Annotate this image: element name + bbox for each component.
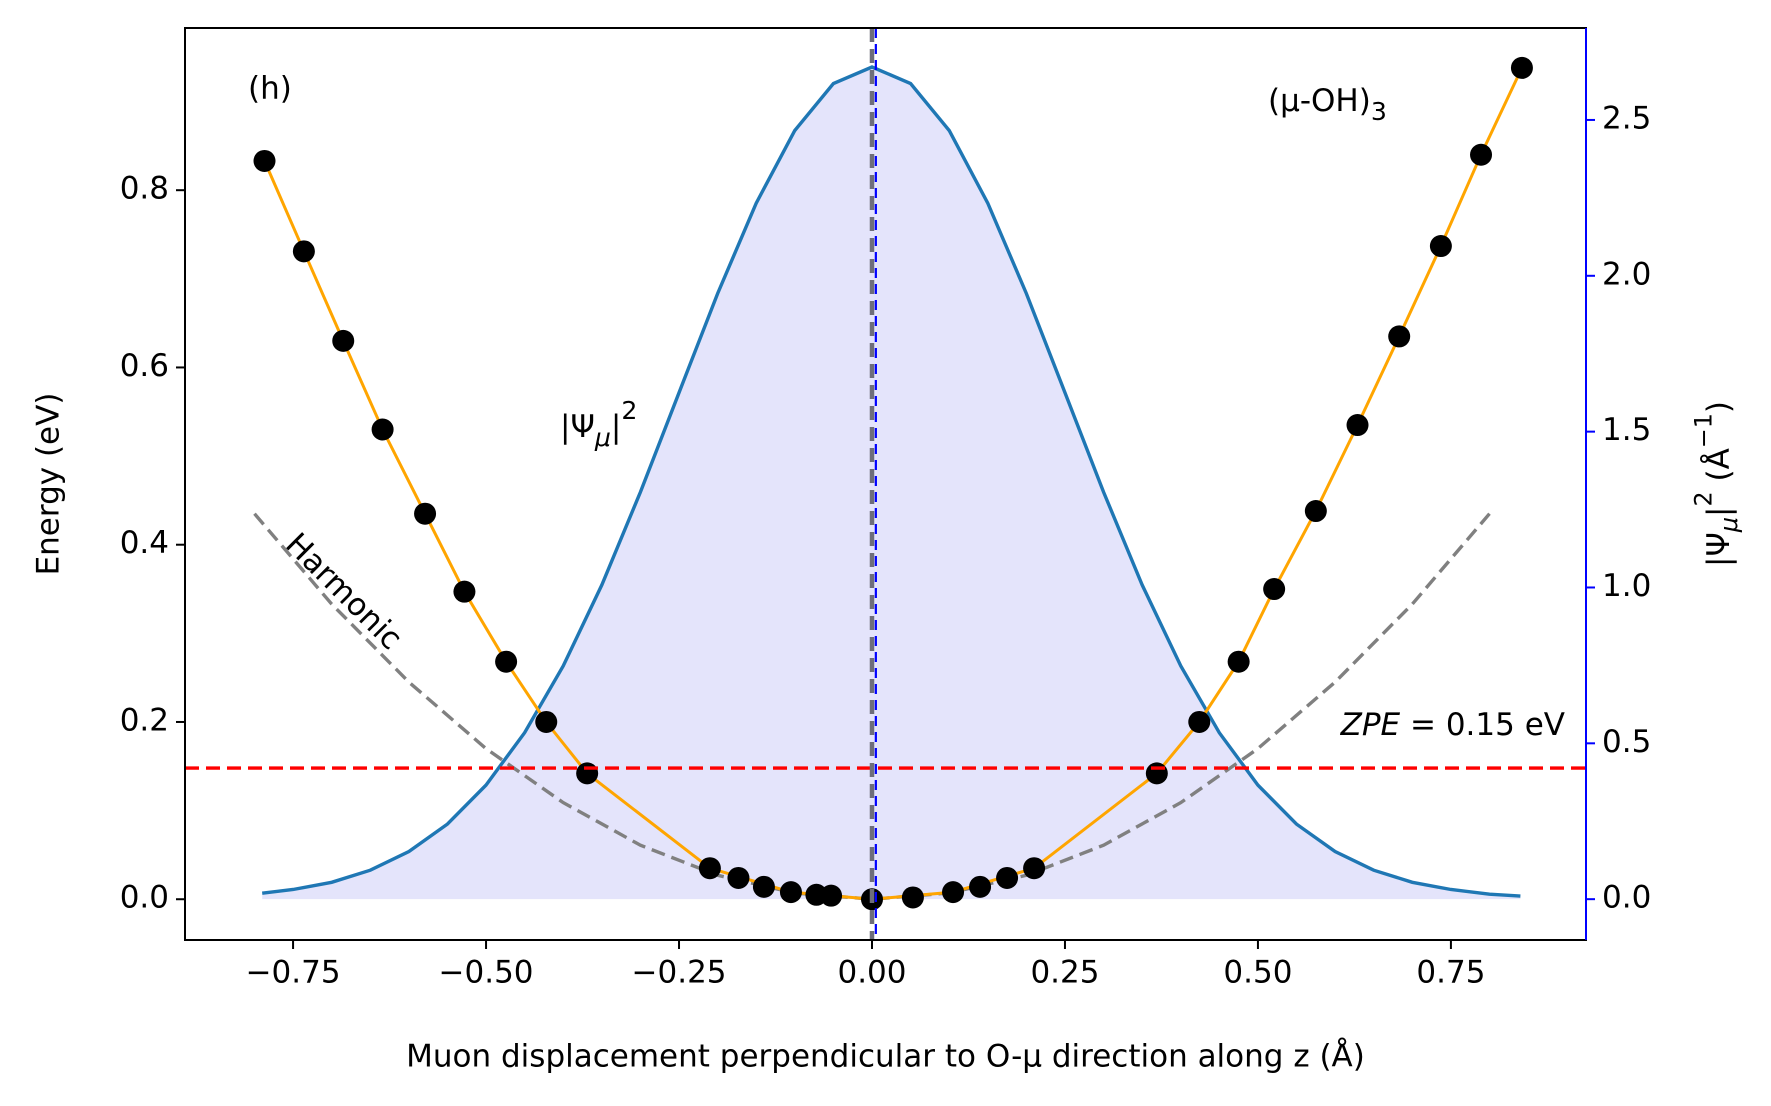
- data-point: [901, 886, 924, 909]
- data-point: [1304, 500, 1327, 523]
- data-point: [1263, 578, 1286, 601]
- x-tick-label: −0.25: [632, 955, 727, 991]
- x-tick-label: −0.50: [439, 955, 534, 991]
- y2-axis-label-part: 2: [1689, 491, 1717, 506]
- zpe-label-part: ZPE: [1340, 707, 1401, 743]
- y-tick-label: 0.4: [120, 525, 169, 561]
- data-point: [1023, 857, 1046, 880]
- x-tick-label: 0.75: [1416, 955, 1485, 991]
- data-point: [292, 240, 315, 263]
- y2-tick-label: 1.5: [1602, 412, 1651, 448]
- y-tick-label: 0.8: [120, 171, 169, 207]
- system-label-part: 3: [1371, 97, 1387, 126]
- y2-axis-label-part: |Ψ: [1701, 532, 1737, 567]
- data-point: [1470, 143, 1493, 166]
- data-point: [727, 866, 750, 889]
- data-point: [969, 875, 992, 898]
- data-point: [996, 866, 1019, 889]
- data-point: [698, 857, 721, 880]
- data-point: [1388, 325, 1411, 348]
- psi-label: |Ψμ|2: [560, 396, 637, 452]
- y-tick-label: 0.2: [120, 702, 169, 738]
- system-label: (μ-OH)3: [1268, 83, 1387, 126]
- y2-tick-label: 2.5: [1602, 100, 1651, 136]
- data-point: [453, 580, 476, 603]
- harmonic-line: [253, 512, 1491, 901]
- y2-tick-label: 2.0: [1602, 256, 1651, 292]
- y-axis-label: Energy (eV): [31, 393, 67, 576]
- data-point: [332, 329, 355, 352]
- data-point: [1510, 56, 1533, 79]
- harmonic-label: Harmonic: [278, 526, 409, 657]
- psi-label-part: μ: [594, 423, 611, 452]
- data-point: [779, 881, 802, 904]
- y2-axis-label: |Ψμ|2 (Å−1): [1689, 401, 1743, 567]
- psi-label-part: |: [611, 409, 621, 445]
- data-point: [535, 710, 558, 733]
- data-point: [1346, 414, 1369, 437]
- data-point: [371, 418, 394, 441]
- x-tick-label: 0.00: [837, 955, 906, 991]
- data-point: [752, 875, 775, 898]
- y2-tick-label: 0.0: [1602, 880, 1651, 916]
- y-tick-label: 0.6: [120, 348, 169, 384]
- x-tick-label: −0.75: [246, 955, 341, 991]
- data-point: [576, 762, 599, 785]
- density-line: [261, 65, 1521, 898]
- y2-axis-label-part: |: [1701, 507, 1737, 517]
- psi-label-part: |Ψ: [560, 409, 595, 445]
- data-point: [942, 881, 965, 904]
- zpe-label: ZPE = 0.15 eV: [1340, 707, 1565, 743]
- data-point: [1429, 235, 1452, 258]
- x-axis-label: Muon displacement perpendicular to O-μ d…: [406, 1039, 1365, 1075]
- x-tick-label: 0.25: [1030, 955, 1099, 991]
- system-label-part: (μ-OH): [1268, 83, 1371, 119]
- data-point: [1188, 710, 1211, 733]
- psi-label-part: 2: [621, 396, 637, 425]
- data-point: [820, 884, 843, 907]
- y2-tick-label: 1.0: [1602, 568, 1651, 604]
- zpe-label-part: = 0.15 eV: [1400, 707, 1565, 743]
- data-point: [495, 650, 518, 673]
- y2-axis-label-part: μ: [1715, 517, 1743, 533]
- y-tick-label: 0.0: [120, 880, 169, 916]
- y2-axis-label-part: ): [1701, 401, 1737, 413]
- data-point: [414, 502, 437, 525]
- area-fill: [262, 67, 1521, 900]
- x-tick-label: 0.50: [1223, 955, 1292, 991]
- y2-tick-label: 0.5: [1602, 724, 1651, 760]
- panel-label: (h): [248, 71, 292, 107]
- data-point: [1145, 762, 1168, 785]
- y2-axis-label-part: (Å: [1701, 448, 1737, 491]
- data-point: [1227, 650, 1250, 673]
- data-point: [253, 149, 276, 172]
- y2-axis-label-part: −1: [1689, 413, 1717, 448]
